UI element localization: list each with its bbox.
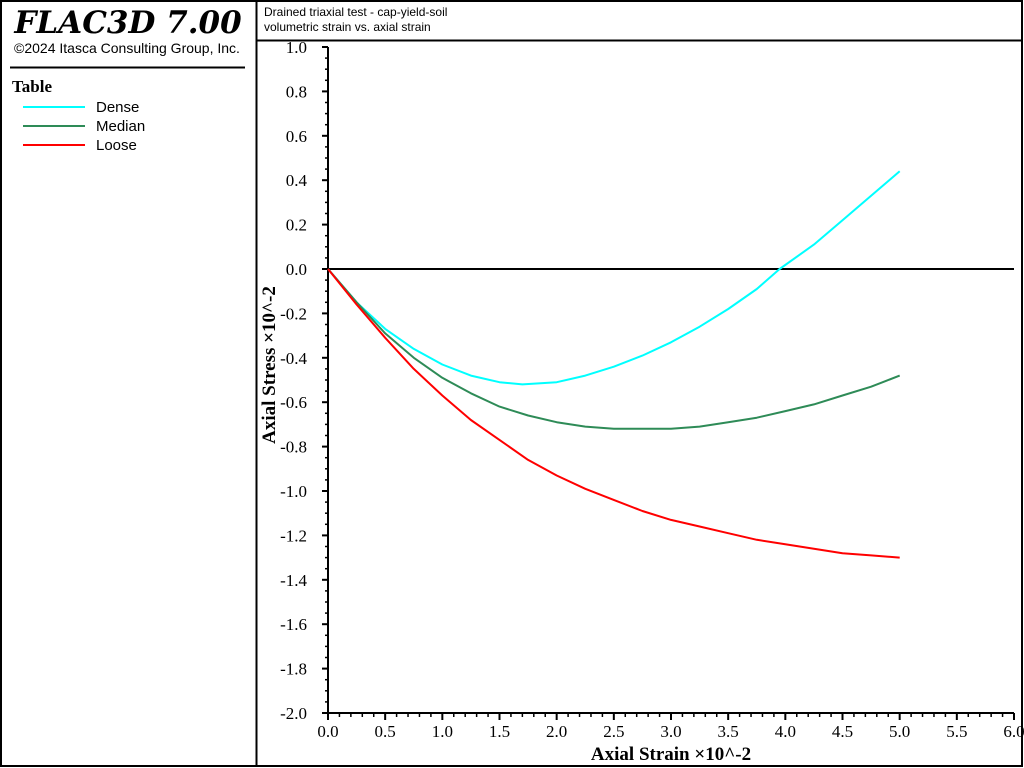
- series-line-median: [327, 268, 901, 430]
- x-tick-label: 6.0: [1003, 722, 1024, 741]
- x-tick-label: 3.0: [660, 722, 681, 741]
- y-tick-label: 0.2: [286, 216, 307, 235]
- x-tick-label: 1.0: [432, 722, 453, 741]
- x-tick-label: 0.5: [375, 722, 396, 741]
- x-tick-label: 2.5: [603, 722, 624, 741]
- x-tick-label: 1.5: [489, 722, 510, 741]
- x-axis-label: Axial Strain ×10^-2: [591, 744, 751, 765]
- app-title: FLAC3D 7.00: [13, 5, 242, 41]
- y-tick-label: 1.0: [286, 38, 307, 57]
- y-tick-label: -0.4: [280, 349, 307, 368]
- copyright-text: ©2024 Itasca Consulting Group, Inc.: [14, 40, 240, 56]
- series-line-loose: [327, 268, 900, 559]
- legend-label-dense: Dense: [96, 99, 139, 116]
- legend-label-median: Median: [96, 118, 145, 135]
- plot-title-line2: volumetric strain vs. axial strain: [264, 20, 431, 34]
- y-axis-label: Axial Stress ×10^-2: [259, 286, 280, 444]
- series-lines: [327, 170, 901, 559]
- y-axis-ticks: 1.0 0.8 0.6 0.4 0.2 0.0 -0.2 -0.4 -0.6 -0.8 -1.0 -1…: [280, 38, 328, 723]
- y-tick-label: 0.6: [286, 127, 307, 146]
- y-tick-label: -0.2: [280, 304, 307, 323]
- y-tick-label: -2.0: [280, 704, 307, 723]
- plot-title-line1: Drained triaxial test - cap-yield-soil: [264, 5, 447, 19]
- y-tick-label: 0.0: [286, 260, 307, 279]
- y-tick-label: -0.6: [280, 393, 307, 412]
- legend-item-median: Median: [23, 118, 145, 135]
- y-tick-label: -1.8: [280, 660, 307, 679]
- x-tick-label: 4.5: [832, 722, 853, 741]
- x-axis-ticks: 0.0 0.5 1.0 1.5 2.0 2.5 3.0 3.5 4.0 4.5 5.0 5.5 6.0: [317, 713, 1024, 741]
- x-tick-label: 2.0: [546, 722, 567, 741]
- x-tick-label: 3.5: [718, 722, 739, 741]
- x-tick-label: 4.0: [775, 722, 796, 741]
- x-tick-label: 5.5: [946, 722, 967, 741]
- y-tick-label: 0.8: [286, 82, 307, 101]
- legend-item-loose: Loose: [23, 137, 137, 154]
- x-tick-label: 0.0: [317, 722, 338, 741]
- chart: 1.0 0.8 0.6 0.4 0.2 0.0 -0.2 -0.4 -0.6 -0.8 -1.0 -1…: [259, 38, 1024, 765]
- y-tick-label: -0.8: [280, 438, 307, 457]
- series-line-dense: [327, 170, 901, 386]
- y-tick-label: -1.0: [280, 482, 307, 501]
- legend-title: Table: [12, 77, 52, 96]
- legend-label-loose: Loose: [96, 137, 137, 154]
- y-tick-label: -1.6: [280, 615, 307, 634]
- y-tick-label: -1.2: [280, 526, 307, 545]
- legend: Table Dense Median Loose: [12, 77, 145, 154]
- y-tick-label: -1.4: [280, 571, 307, 590]
- y-tick-label: 0.4: [286, 171, 308, 190]
- legend-item-dense: Dense: [23, 99, 139, 116]
- x-tick-label: 5.0: [889, 722, 910, 741]
